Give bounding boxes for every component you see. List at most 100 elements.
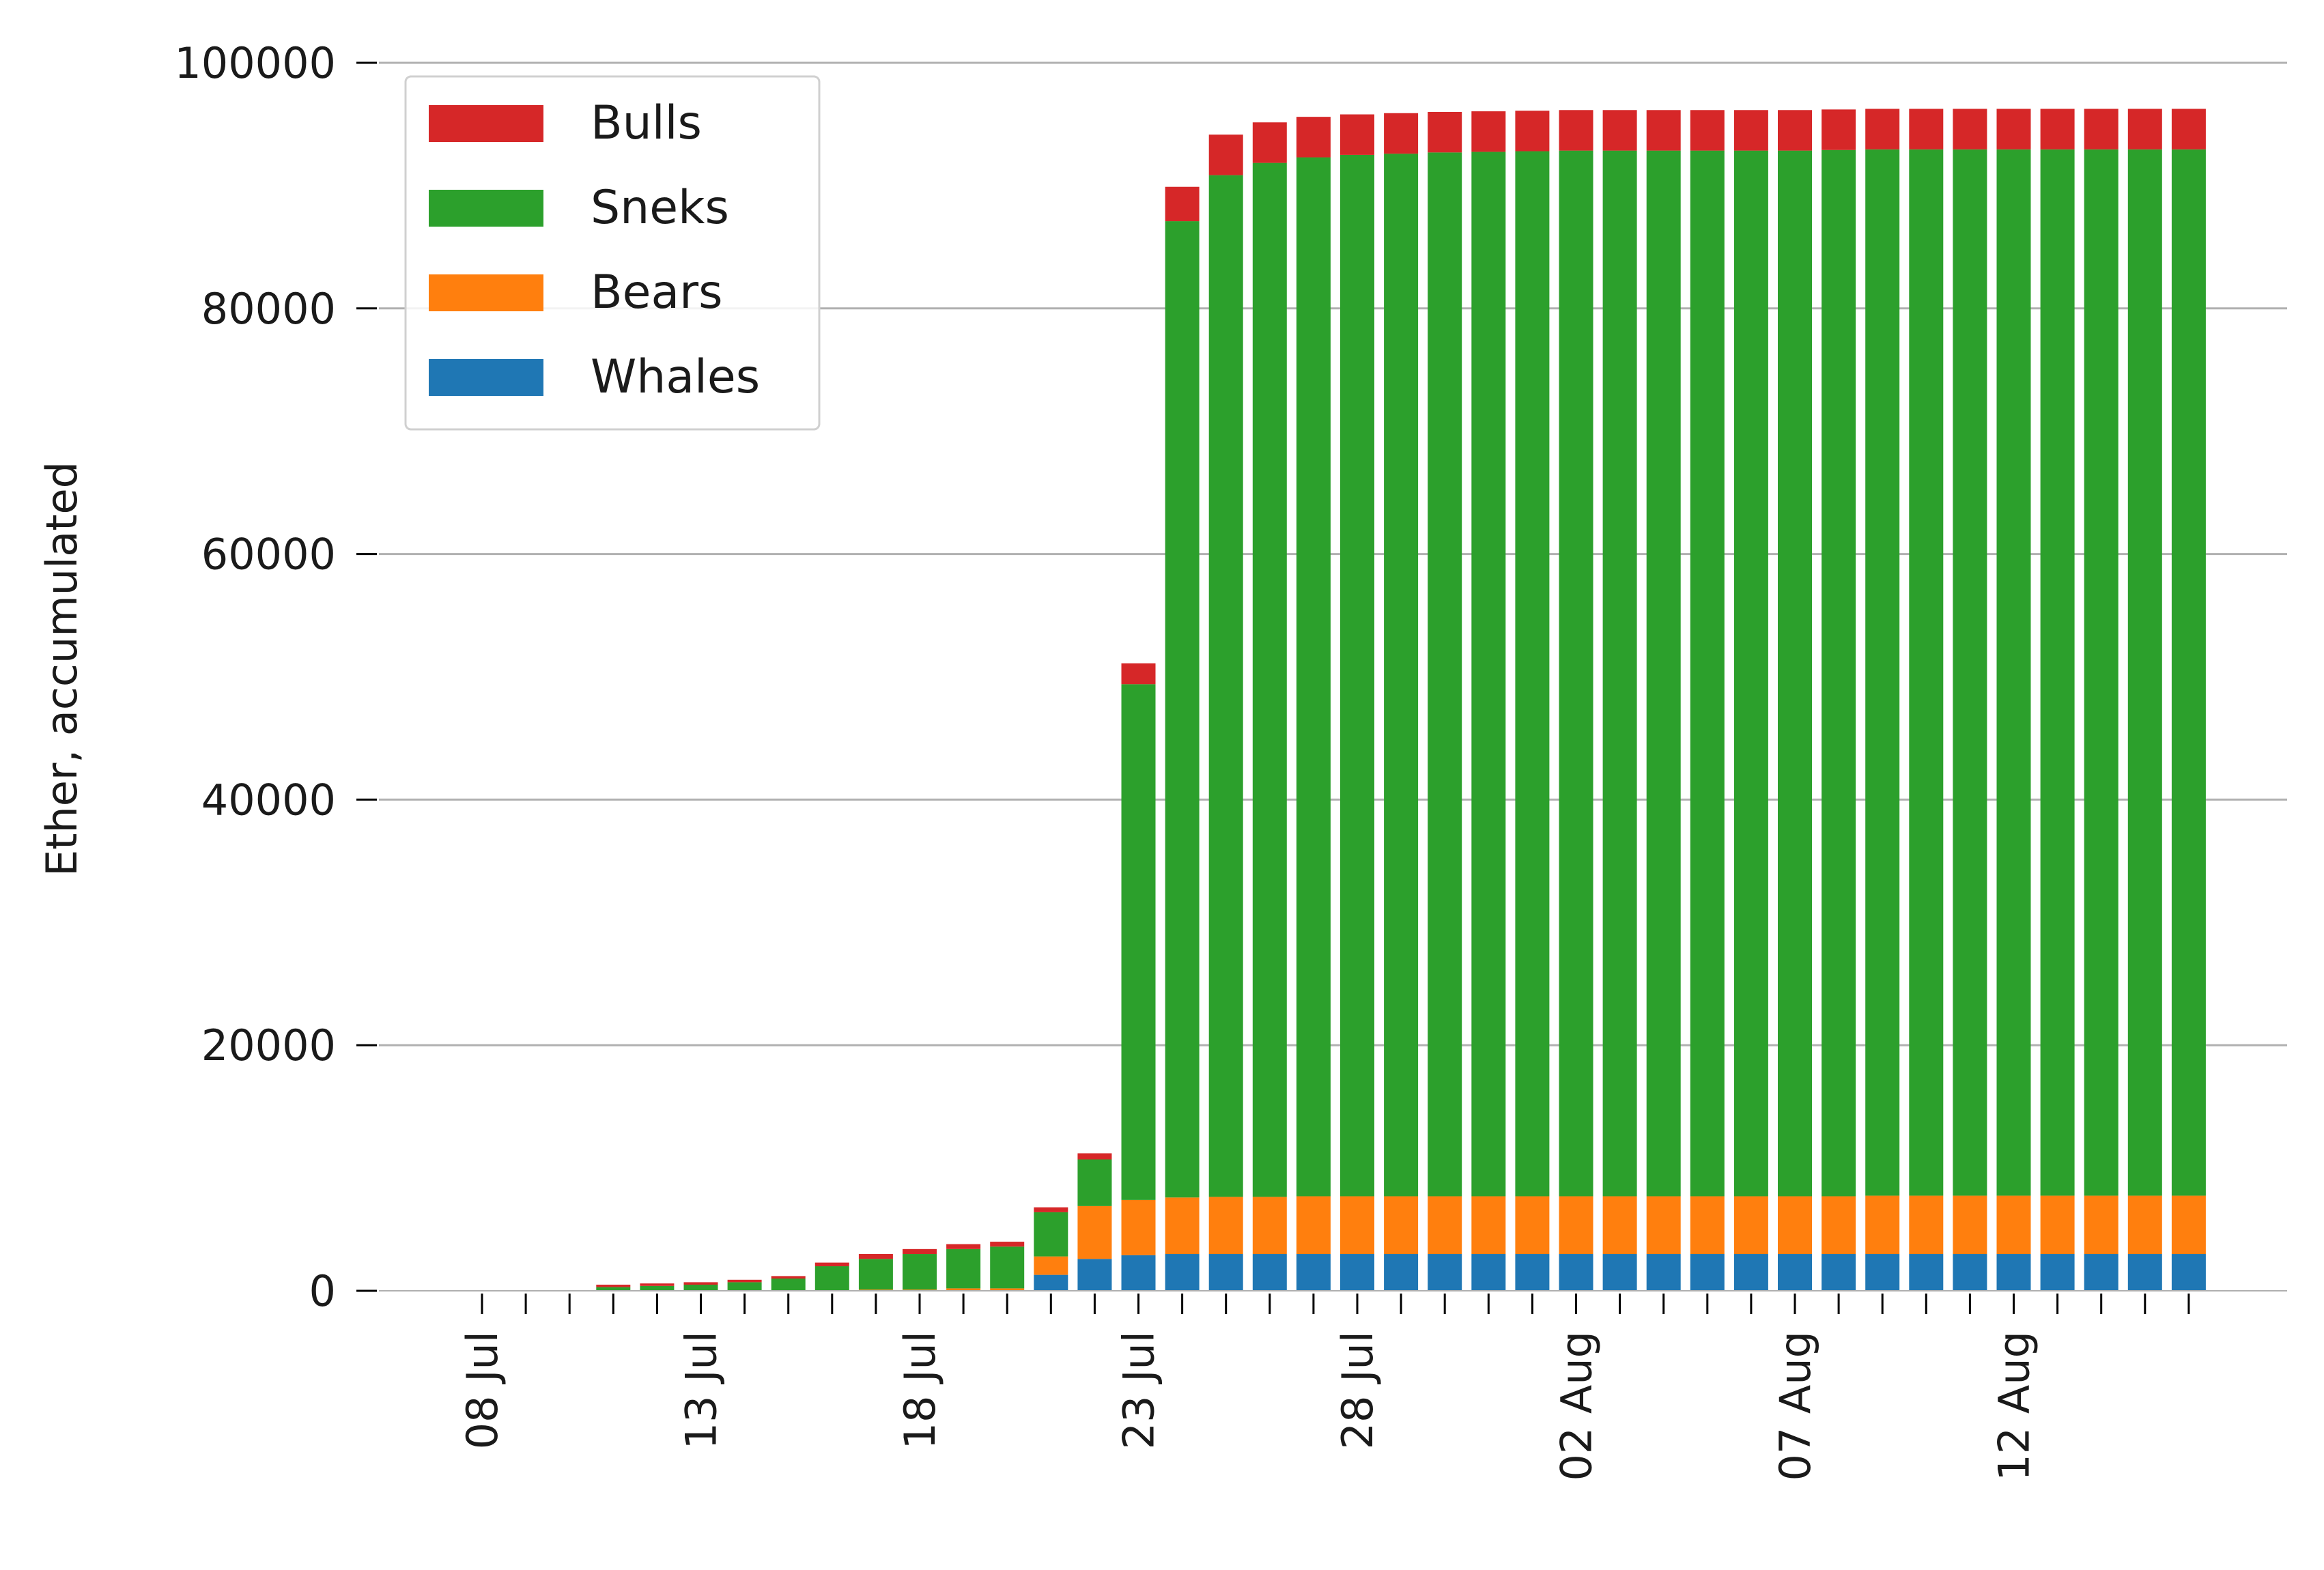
- y-tick-label: 100000: [174, 38, 336, 88]
- bar-segment-bears: [1428, 1196, 1462, 1255]
- bar-segment-sneks: [1515, 151, 1550, 1197]
- bar-segment-bears: [1034, 1256, 1068, 1275]
- bar-segment-bulls: [1822, 109, 1856, 150]
- bar-segment-sneks: [2171, 149, 2206, 1196]
- bar-segment-bulls: [1602, 110, 1637, 151]
- x-tick-label: 07 Aug: [1770, 1331, 1820, 1481]
- bar-segment-sneks: [640, 1285, 675, 1291]
- bar-segment-whales: [1909, 1254, 1944, 1291]
- bar-segment-bears: [1733, 1196, 1768, 1255]
- y-axis-label: Ether, accumulated: [37, 461, 87, 876]
- bar-segment-bulls: [946, 1244, 981, 1249]
- bar-segment-bears: [990, 1288, 1025, 1291]
- bar-segment-bears: [1559, 1196, 1593, 1255]
- bar-segment-whales: [1252, 1254, 1287, 1291]
- bar-segment-sneks: [1252, 162, 1287, 1197]
- bar-segment-bulls: [1296, 117, 1331, 158]
- legend-swatch: [429, 190, 543, 227]
- bar-segment-sneks: [1384, 154, 1419, 1197]
- bar-segment-sneks: [1165, 221, 1200, 1198]
- bar-segment-whales: [1953, 1254, 1987, 1291]
- bar-segment-bulls: [903, 1248, 937, 1255]
- bar-segment-bears: [1865, 1195, 1900, 1255]
- bar-segment-bears: [1165, 1197, 1200, 1255]
- bar-segment-sneks: [683, 1285, 718, 1291]
- bar-segment-bulls: [2040, 109, 2075, 149]
- bar-segment-bears: [1208, 1197, 1243, 1255]
- bar-segment-bulls: [1471, 111, 1506, 152]
- bar-segment-whales: [1822, 1254, 1856, 1291]
- legend-label: Bulls: [591, 96, 702, 150]
- bar-segment-sneks: [2040, 149, 2075, 1196]
- bar-segment-bulls: [727, 1279, 762, 1283]
- bar-segment-bears: [1515, 1196, 1550, 1255]
- bar-segment-bulls: [858, 1254, 893, 1259]
- bar-segment-bulls: [814, 1262, 849, 1267]
- bar-segment-whales: [1559, 1254, 1593, 1291]
- legend-label: Bears: [591, 266, 723, 319]
- bar-segment-bulls: [1208, 134, 1243, 175]
- bar-segment-whales: [1034, 1274, 1068, 1291]
- bar-segment-sneks: [1690, 150, 1725, 1197]
- bar-segment-bulls: [1252, 122, 1287, 163]
- bar-segment-sneks: [1559, 150, 1593, 1197]
- bar-segment-bulls: [1646, 110, 1681, 151]
- bar-segment-whales: [2040, 1254, 2075, 1291]
- bar-segment-bears: [1077, 1205, 1112, 1259]
- bar-segment-whales: [1515, 1254, 1550, 1291]
- bar-segment-bulls: [1996, 109, 2031, 149]
- bar-segment-bulls: [1340, 114, 1374, 155]
- legend-swatch: [429, 105, 543, 142]
- bar-segment-bears: [2127, 1195, 2162, 1255]
- bar-segment-whales: [1865, 1254, 1900, 1291]
- bar-segment-bears: [1471, 1196, 1506, 1255]
- bar-segment-bulls: [1384, 113, 1419, 154]
- bar-segment-sneks: [596, 1287, 631, 1291]
- bar-segment-bulls: [1953, 109, 1987, 149]
- bar-segment-bears: [1822, 1196, 1856, 1255]
- legend-label: Whales: [591, 350, 760, 404]
- bar-segment-whales: [1077, 1259, 1112, 1291]
- bar-segment-bulls: [1733, 110, 1768, 151]
- bar-segment-whales: [1778, 1254, 1812, 1291]
- bar-segment-sneks: [1909, 149, 1944, 1196]
- y-tick-label: 20000: [201, 1020, 336, 1070]
- x-tick-label: 28 Jul: [1333, 1331, 1383, 1449]
- bar-segment-whales: [1690, 1254, 1725, 1291]
- bar-segment-whales: [2127, 1254, 2162, 1291]
- bar-segment-sneks: [1822, 149, 1856, 1197]
- bar-segment-bulls: [640, 1283, 675, 1286]
- bar-segment-sneks: [727, 1282, 762, 1291]
- bar-segment-whales: [1208, 1254, 1243, 1291]
- x-tick-label: 08 Jul: [457, 1331, 507, 1449]
- legend-label: Sneks: [591, 181, 729, 235]
- bar-segment-bears: [1602, 1196, 1637, 1255]
- bar-segment-whales: [1646, 1254, 1681, 1291]
- bar-segment-sneks: [1471, 152, 1506, 1197]
- bar-segment-sneks: [1208, 175, 1243, 1197]
- bar-segment-bulls: [1428, 111, 1462, 153]
- bar-segment-bulls: [2127, 109, 2162, 149]
- bar-segment-whales: [1733, 1254, 1768, 1291]
- bar-segment-bulls: [1077, 1153, 1112, 1160]
- y-tick-label: 0: [309, 1266, 336, 1316]
- bar-segment-sneks: [1996, 149, 2031, 1196]
- bar-segment-sneks: [1034, 1212, 1068, 1257]
- bar-segment-bears: [1778, 1196, 1812, 1255]
- bar-segment-sneks: [1340, 154, 1374, 1197]
- y-tick-label: 80000: [201, 284, 336, 334]
- bar-segment-bears: [1690, 1196, 1725, 1255]
- bar-segment-bulls: [1515, 111, 1550, 152]
- x-tick-label: 13 Jul: [677, 1331, 726, 1449]
- bar-segment-sneks: [1778, 150, 1812, 1197]
- bar-segment-bulls: [2084, 109, 2118, 149]
- x-tick-label: 02 Aug: [1552, 1331, 1602, 1481]
- bar-segment-bulls: [1165, 186, 1200, 222]
- bar-segment-bears: [1296, 1196, 1331, 1255]
- bar-segment-sneks: [990, 1246, 1025, 1289]
- bar-segment-bulls: [1909, 109, 1944, 149]
- bar-segment-whales: [1296, 1254, 1331, 1291]
- bar-segment-whales: [1384, 1254, 1419, 1291]
- bar-segment-sneks: [1121, 684, 1156, 1200]
- bar-segment-bears: [1340, 1196, 1374, 1255]
